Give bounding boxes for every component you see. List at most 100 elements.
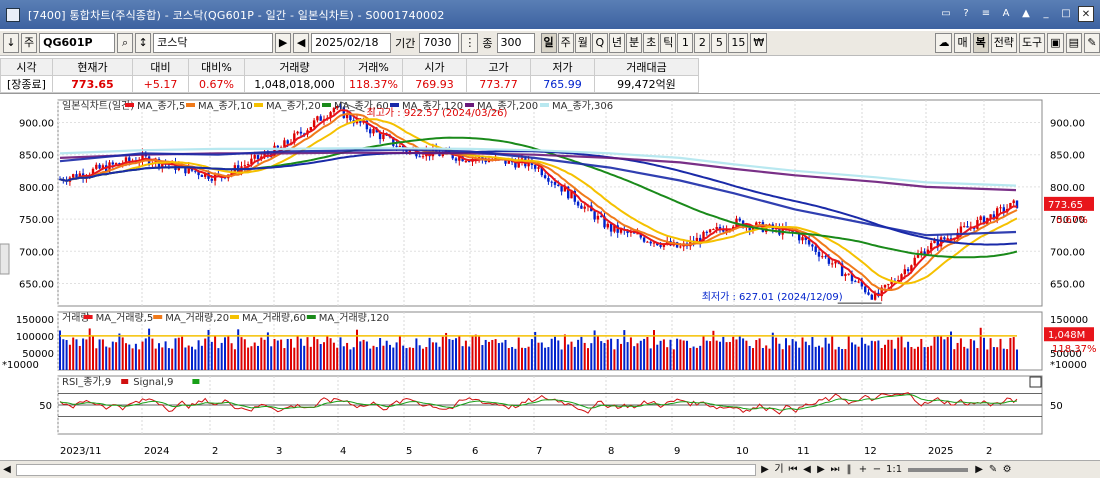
candle-body-93 — [365, 120, 369, 130]
candle-body-178 — [646, 241, 649, 243]
zoom-slider[interactable] — [908, 467, 969, 472]
interval-button-1[interactable]: 주 — [557, 33, 574, 53]
candle-body-278 — [976, 220, 979, 229]
last-icon[interactable]: ⏭ — [830, 463, 840, 475]
maximize-icon[interactable]: □ — [1061, 8, 1071, 19]
vol-bar-269 — [946, 337, 949, 370]
candle-body-57 — [246, 164, 250, 166]
font-size-icon[interactable]: A — [1002, 8, 1010, 19]
interval-button-4[interactable]: 년 — [608, 33, 625, 53]
code-input[interactable]: QG601P — [39, 33, 116, 53]
tools-button[interactable]: 도구 — [1018, 33, 1046, 53]
count-input[interactable]: 300 — [496, 33, 535, 53]
legend-label-2: MA_종가,10 — [198, 100, 253, 112]
candle-body-82 — [329, 112, 332, 118]
last-vol-tag-bg — [1044, 327, 1094, 342]
cloud-icon[interactable]: ☁ — [935, 33, 953, 53]
name-field[interactable]: 코스닥 — [153, 33, 274, 53]
wrench-icon[interactable]: ✎ — [1084, 33, 1100, 53]
next-arrow-icon[interactable]: ▶ — [275, 33, 292, 53]
sort-icon[interactable]: ↕ — [135, 33, 152, 53]
interval-button-9[interactable]: 2 — [694, 33, 711, 53]
interval-button-7[interactable]: 틱 — [660, 33, 677, 53]
zoom-ratio[interactable]: 1:1 — [886, 463, 903, 475]
zoom-out-icon[interactable]: − — [872, 463, 882, 475]
candle-body-115 — [438, 152, 441, 157]
candle-body-279 — [979, 216, 982, 221]
strategy-button[interactable]: 전략 — [990, 33, 1017, 53]
vol-bar-242 — [857, 346, 860, 370]
vol-bar-89 — [352, 347, 355, 370]
scroll-track[interactable] — [16, 463, 756, 476]
won-icon[interactable]: ₩ — [750, 33, 768, 53]
vol-bar-268 — [943, 339, 946, 370]
help-icon[interactable]: ? — [963, 8, 969, 19]
rewind-icon[interactable]: ◀ — [803, 463, 811, 475]
memo-icon[interactable]: ≡ — [981, 8, 991, 19]
interval-button-6[interactable]: 초 — [643, 33, 660, 53]
vol-legend-1: MA_거래량,5 — [96, 312, 154, 324]
interval-button-2[interactable]: 월 — [574, 33, 591, 53]
search-icon[interactable]: ⌕ — [117, 33, 134, 53]
vol-bar-171 — [623, 330, 626, 370]
lock-icon[interactable]: ⋮ — [461, 33, 479, 53]
candle-body-247 — [873, 292, 877, 300]
play-icon[interactable]: ▶ — [817, 463, 825, 475]
period-input[interactable]: 7030 — [419, 33, 460, 53]
maemae-button[interactable]: 매 — [954, 33, 971, 53]
interval-button-10[interactable]: 5 — [711, 33, 728, 53]
vol-tick-right-2: 50000 — [1050, 349, 1082, 360]
close-icon[interactable]: ✕ — [1078, 6, 1094, 22]
candle-body-6 — [78, 173, 81, 178]
period-toggle[interactable]: 기 — [774, 463, 784, 475]
vol-bar-248 — [877, 340, 880, 370]
vol-bar-124 — [468, 346, 471, 370]
vol-bar-73 — [299, 338, 302, 370]
prev-arrow-icon[interactable]: ◀ — [293, 33, 310, 53]
legend-label-7: MA_종가,306 — [552, 100, 613, 112]
chart-area[interactable]: 2023/11 2024 2 3 4 5 6 7 8 9 10 11 12 2025 2 900.00 900.… — [0, 94, 1100, 460]
vol-bar-247 — [874, 341, 877, 370]
first-icon[interactable]: ⏮ — [788, 463, 798, 475]
folder-icon[interactable]: ▣ — [1047, 33, 1064, 53]
scroll-left-icon[interactable]: ◀ — [3, 463, 11, 475]
minimize-icon[interactable]: _ — [1043, 8, 1049, 19]
zoom-in-icon[interactable]: + — [858, 463, 868, 475]
interval-button-8[interactable]: 1 — [677, 33, 694, 53]
vol-bar-161 — [590, 343, 593, 370]
candle-body-59 — [253, 155, 256, 159]
scroll-end-icon[interactable]: ▶ — [975, 463, 983, 475]
candle-body-239 — [847, 273, 850, 275]
interval-button-3[interactable]: Q — [591, 33, 608, 53]
pin-icon[interactable]: ▲ — [1022, 8, 1030, 19]
date-input[interactable]: 2025/02/18 — [311, 33, 392, 53]
interval-button-5[interactable]: 분 — [626, 33, 643, 53]
candle-body-153 — [563, 186, 567, 192]
vol-unit-right: *10000 — [1050, 360, 1087, 371]
vol-bar-138 — [514, 348, 517, 370]
ma-line-306 — [59, 147, 1017, 187]
candle-body-179 — [649, 241, 652, 244]
scroll-right-icon[interactable]: ▶ — [761, 463, 769, 475]
vol-bar-140 — [521, 347, 523, 370]
bok-button[interactable]: 복 — [972, 33, 989, 53]
quote-header-6: 시가 — [401, 58, 467, 76]
vol-bar-141 — [524, 348, 527, 370]
chat-icon[interactable]: ▭ — [941, 8, 951, 19]
save-icon[interactable]: ▤ — [1065, 33, 1082, 53]
vol-bar-266 — [936, 336, 939, 370]
jusik-button[interactable]: 주 — [21, 33, 38, 53]
settings-icon[interactable]: ⚙ — [1002, 463, 1012, 475]
chart-scrollbar[interactable]: ◀ ▶ 기 ⏮ ◀ ▶ ⏭ ‖ + − 1:1 ▶ ✎ ⚙ — [0, 460, 1100, 478]
interval-button-0[interactable]: 일 — [540, 33, 557, 53]
interval-button-11[interactable]: 15 — [728, 33, 749, 53]
candle-body-11 — [95, 164, 98, 169]
candle-body-262 — [923, 251, 926, 255]
mode-arrow-button[interactable]: ↓ — [3, 33, 19, 53]
pause-icon[interactable]: ‖ — [846, 463, 852, 475]
vol-bar-1 — [62, 339, 65, 370]
stock-chart[interactable]: 2023/11 2024 2 3 4 5 6 7 8 9 10 11 12 2025 2 900.00 900.… — [0, 94, 1100, 460]
edit-icon[interactable]: ✎ — [988, 463, 998, 475]
legend-label-4: MA_종가,60 — [334, 100, 389, 112]
candle-body-241 — [854, 281, 857, 283]
